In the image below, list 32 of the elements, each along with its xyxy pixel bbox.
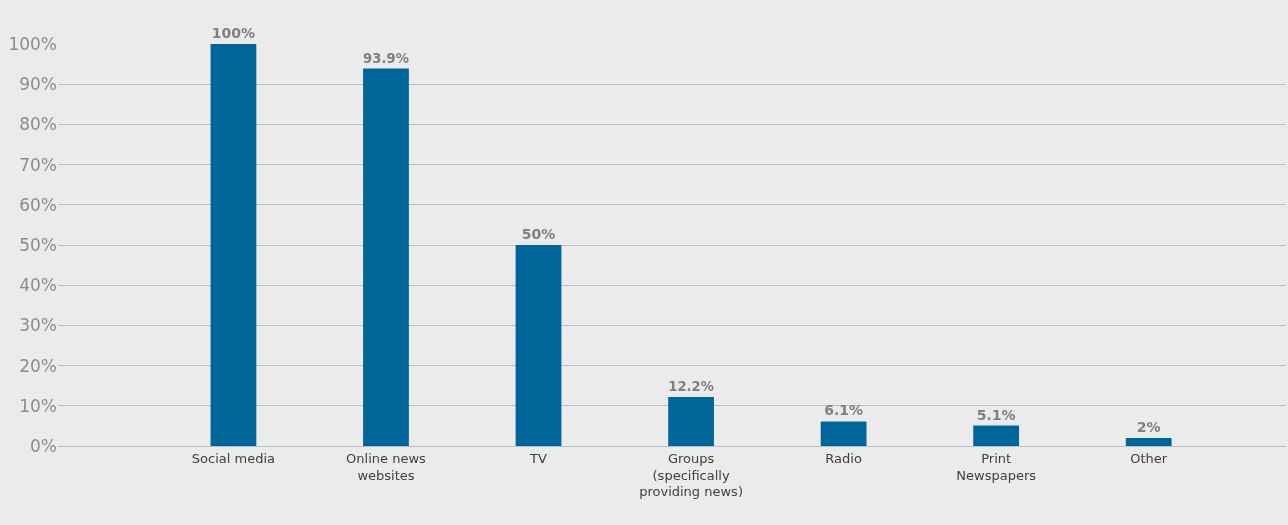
x-tick-label: Print Newspapers	[956, 450, 1037, 483]
bar	[515, 245, 562, 446]
y-tick-label: 0%	[30, 435, 57, 456]
y-tick-label: 100%	[8, 33, 57, 54]
y-tick-label: 90%	[19, 74, 57, 95]
data-label: 100%	[211, 25, 256, 41]
x-tick-label: Other	[1130, 450, 1168, 466]
bar	[820, 421, 867, 446]
y-tick-label: 50%	[19, 234, 57, 255]
bar	[973, 425, 1020, 446]
bar	[668, 396, 714, 446]
data-label: 12.2%	[668, 379, 714, 395]
data-label: 2%	[1136, 418, 1161, 435]
bar	[1125, 437, 1172, 446]
data-label: 6.1%	[824, 402, 864, 419]
y-tick-label: 80%	[19, 114, 57, 135]
bar	[210, 44, 257, 446]
y-tick-label: 70%	[19, 154, 57, 175]
x-tick-label: TV	[529, 450, 548, 466]
data-label: 5.1%	[976, 406, 1016, 423]
x-tick-label: Online news websites	[346, 450, 427, 483]
y-tick-label: 10%	[19, 395, 57, 416]
y-tick-label: 30%	[19, 315, 57, 336]
data-label: 93.9%	[363, 50, 409, 66]
x-tick-label: Groups (specifically providing news)	[639, 450, 743, 500]
y-tick-label: 40%	[19, 275, 57, 296]
data-label: 50%	[521, 226, 556, 242]
bar	[363, 68, 409, 446]
x-tick-label: Radio	[825, 450, 862, 466]
y-tick-label: 60%	[19, 194, 57, 215]
x-tick-label: Social media	[191, 450, 276, 466]
y-tick-label: 20%	[19, 355, 57, 376]
